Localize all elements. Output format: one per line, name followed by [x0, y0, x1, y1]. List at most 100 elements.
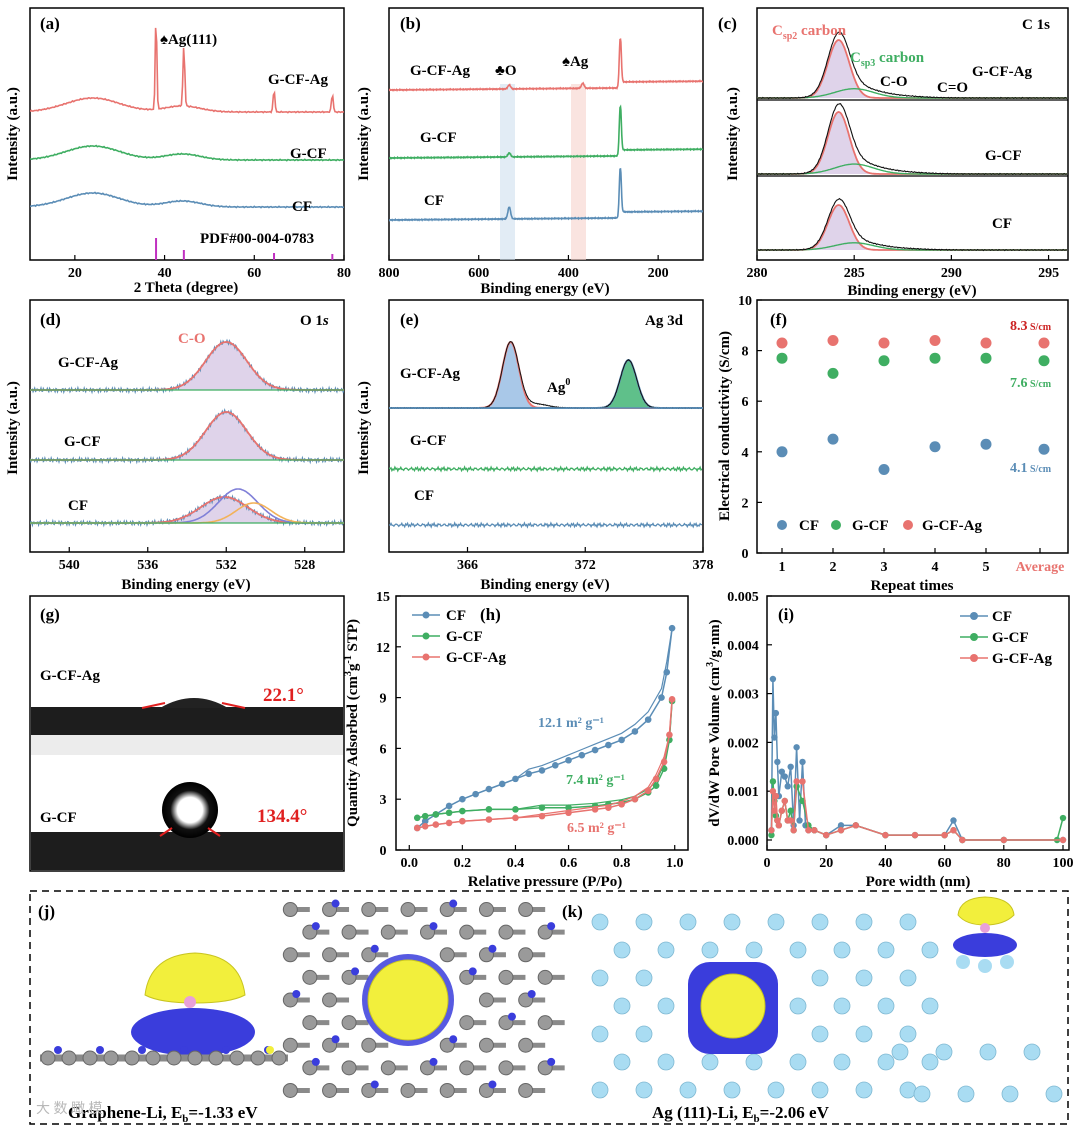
j-lat-atom-24 [537, 969, 553, 985]
c-csp2-fill-0 [757, 40, 1068, 98]
panel-d-frame [29, 299, 345, 553]
j-caption: Graphene-Li, Eb=-1.33 eV [68, 1103, 258, 1125]
i-legend: CF G-CF G-CF-Ag [960, 609, 1052, 667]
k-atom-30 [855, 1025, 873, 1043]
h-y-axis-title: Quantity Adsorbed (cm3g-1 STP) [343, 619, 361, 827]
h-point-2-6 [512, 814, 519, 822]
k-side-blue [953, 933, 1017, 957]
j-lat-dot-18 [488, 944, 497, 953]
j-graphene-lattice [282, 899, 565, 1098]
h-legend-g-cf-marker [422, 632, 430, 640]
f-point-2-5 [1038, 337, 1050, 349]
k-atom-1 [635, 913, 653, 931]
j-chain-dot-4 [138, 1046, 146, 1054]
i-point-2-16 [837, 827, 845, 834]
a-ticks-label-1: 40 [158, 266, 172, 281]
f-ytick-label-5: 10 [738, 294, 752, 309]
j-lat-dot-7 [311, 922, 320, 931]
a-pdf-label: PDF#00-004-0783 [200, 231, 314, 247]
k-atom-13 [833, 941, 851, 959]
k-atom-2 [679, 913, 697, 931]
f-point-0-5 [1038, 443, 1050, 455]
g-angle-g-cf: 134.4° [257, 806, 307, 827]
c-envelope-2 [757, 197, 1068, 252]
h-sa-cf: 12.1 m² g⁻¹ [538, 716, 604, 731]
h-point-0-5 [472, 790, 479, 798]
d-x-axis-title: Binding energy (eV) [121, 577, 250, 593]
d-co-label: C-O [178, 331, 206, 347]
a-label-cf: CF [292, 199, 312, 215]
j-chain-atom-0 [40, 1050, 56, 1066]
b-o-annotation: ♣O [495, 63, 517, 79]
f-point-0-1 [827, 433, 839, 445]
k-atom-16 [591, 969, 609, 987]
i-point-1-25 [1059, 814, 1067, 822]
f-legend-cf-marker [777, 520, 787, 530]
h-point-0-10 [538, 767, 546, 774]
e-label-g-cf: G-CF [410, 433, 447, 449]
j-lat-atom-33 [537, 1015, 553, 1031]
k-atom-9 [657, 941, 675, 959]
f-legend-g-cf-marker [831, 520, 841, 530]
i-point-2-2 [771, 807, 778, 814]
k-atom-27 [591, 1025, 609, 1043]
d-y-axis-title: Intensity (a.u.) [5, 381, 21, 475]
k-atom-3 [723, 913, 741, 931]
a-label-g-cf-ag: G-CF-Ag [268, 72, 328, 88]
i-axes: 0.000 0.001 0.002 0.003 0.004 0.005 0 20 40 60 80 1… [727, 590, 1073, 871]
d-fill-2 [30, 497, 344, 523]
i-point-0-7 [781, 773, 788, 780]
k-atom-12 [789, 941, 807, 959]
d-label-g-cf: G-CF [64, 434, 101, 450]
g-droplet-flat [160, 698, 228, 708]
f-point-1-1 [827, 367, 839, 379]
c-co-label: C-O [880, 74, 908, 90]
e-ticks-label-0: 366 [457, 558, 478, 573]
h-point-1-4 [459, 807, 466, 815]
k-atom-17 [635, 969, 653, 987]
i-point-2-17 [852, 822, 859, 829]
c-label-cf: CF [992, 216, 1012, 232]
i-point-0-13 [799, 758, 806, 766]
h-point-0-9 [525, 770, 533, 778]
h-point-1-6 [512, 806, 519, 813]
j-chain-atom-3 [103, 1050, 119, 1066]
k-atom-28 [635, 1025, 653, 1043]
j-lat-atom-9 [380, 924, 396, 940]
j-side-view [40, 952, 288, 1066]
h-point-1-5 [485, 806, 493, 813]
j-lat-atom-42 [380, 1060, 396, 1076]
a-series-g-cf-line [30, 144, 344, 162]
b-o-band [500, 84, 515, 260]
h-point-2-5 [485, 816, 493, 823]
j-lat-dot-43 [429, 1057, 438, 1066]
j-lat-atom-48 [322, 1082, 338, 1098]
j-lat-dot-25 [292, 990, 301, 998]
j-chain-atom-2 [82, 1050, 98, 1066]
j-lat-dot-13 [547, 922, 556, 931]
h-point-2-3 [445, 819, 453, 827]
j-lat-atom-41 [341, 1060, 357, 1076]
e-panel-label: (e) [400, 310, 419, 329]
i-legend-g-cf: G-CF [992, 630, 1029, 646]
i-point-2-20 [941, 831, 948, 839]
g-label-g-cf-ag: G-CF-Ag [40, 668, 100, 684]
f-xtick-label-0: 1 [779, 560, 786, 575]
h-point-1-14 [652, 782, 660, 789]
i-ytick-label-3: 0.003 [727, 688, 759, 703]
h-point-0-19 [658, 694, 665, 701]
j-chain-dot-8 [222, 1046, 230, 1054]
i-ytick-label-0: 0.000 [727, 834, 759, 849]
h-point-0-12 [565, 756, 572, 764]
f-legend-g-cf-ag: G-CF-Ag [922, 518, 982, 534]
j-chain-atom-1 [61, 1050, 77, 1066]
k-atom-31 [899, 1025, 917, 1043]
i-point-0-6 [778, 768, 785, 775]
j-lat-dot-21 [351, 967, 360, 976]
c-csp2-line-1 [757, 111, 1067, 175]
k-atom-32 [613, 1053, 631, 1071]
c-csp2-line-2 [757, 204, 1067, 251]
h-legend-g-cf-ag-marker [422, 653, 430, 661]
h-desorb-0 [416, 628, 673, 829]
c-title: C 1s [1022, 17, 1050, 33]
